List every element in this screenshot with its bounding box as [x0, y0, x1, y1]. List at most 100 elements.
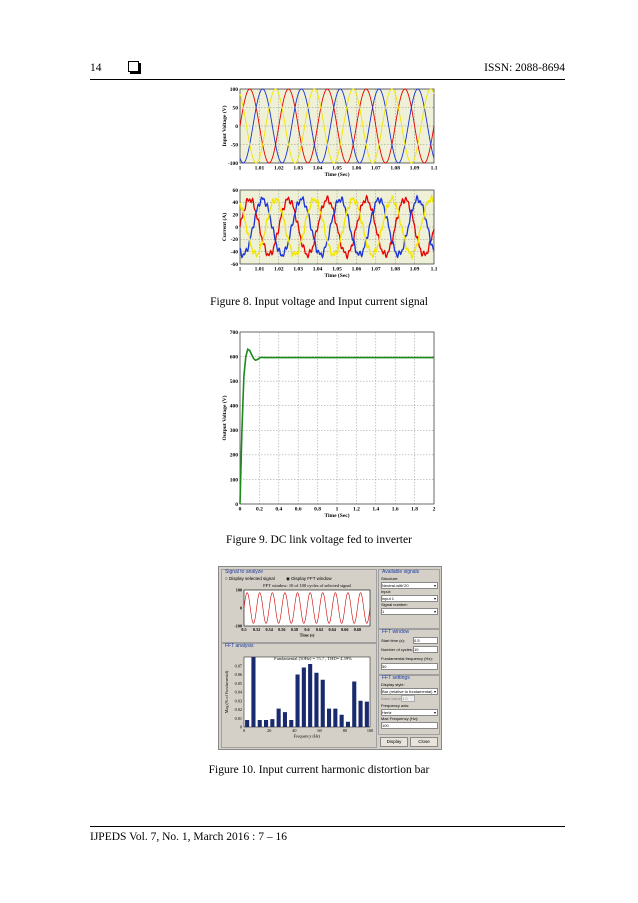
structure-select[interactable]: Neutral-with'20 ▾ [381, 582, 438, 589]
series-line-0 [239, 347, 434, 505]
y-tick-label: 0 [240, 725, 242, 730]
fft-settings-panel: FFT settings Display style: Bar (relativ… [378, 675, 440, 735]
harmonic-bar [308, 664, 313, 727]
x-tick-label: 1.04 [313, 166, 323, 172]
y-axis-label: Mag (% of Fundamental) [224, 670, 229, 713]
harmonic-bar [301, 667, 306, 727]
dc-link-voltage-chart: 0 0.2 0.4 0.6 0.8 1 1.2 1.4 1.6 1.8 2 700 600 500 400 3… [221, 330, 436, 519]
y-tick-label: 100 [230, 87, 239, 93]
radio-display-fft[interactable]: ◉ Display FFT window [286, 576, 332, 581]
x-tick-label: 1.6 [392, 507, 399, 513]
y-tick-label: 0 [240, 605, 242, 610]
figure-9-caption: Figure 9. DC link voltage fed to inverte… [226, 534, 412, 546]
freq-axis-label: Frequency axis: [381, 703, 410, 708]
cycles-input[interactable]: 10 [413, 646, 438, 653]
close-button[interactable]: Close [410, 737, 438, 747]
cycles-label: Number of cycles: [381, 647, 414, 652]
footer-journal: IJPEDS Vol. 7, No. 1, March 2016 : 7 – 1… [90, 831, 287, 843]
y-tick-label: 700 [230, 330, 239, 336]
y-tick-label: 50 [233, 105, 239, 111]
available-signals-panel: Available signals Structure: Neutral-wit… [378, 569, 440, 629]
fund-freq-label: Fundamental frequency (Hz): [381, 656, 433, 661]
y-tick-label: 0.05 [235, 681, 242, 686]
x-tick-label: 0.66 [341, 627, 348, 632]
x-tick-label: 1.01 [255, 166, 265, 172]
x-tick-label: 1.4 [372, 507, 379, 513]
harmonic-bar [352, 681, 357, 727]
signal-number-select[interactable]: 1 ▾ [381, 608, 438, 615]
x-tick-label: 0.56 [278, 627, 285, 632]
x-tick-label: 1.08 [390, 166, 400, 172]
x-tick-label: 1 [239, 267, 242, 273]
y-tick-label: 20 [233, 213, 239, 219]
fft-analysis-panel: FFT analysis Fundamental (50Hz) = 75.7 ,… [221, 643, 377, 748]
checkbox-icon [128, 61, 139, 72]
y-tick-label: 300 [230, 428, 239, 434]
x-tick-label: 1.04 [313, 267, 323, 273]
fft-window-signal-chart: 0.5 0.52 0.54 0.56 0.58 0.6 0.62 0.64 0.66 0.68 10… [234, 583, 371, 637]
y-axis-label: Input Voltage (V) [221, 105, 228, 146]
max-freq-input[interactable]: 100 [381, 722, 438, 729]
x-tick-label: 1.05 [332, 166, 342, 172]
series-line-0 [239, 194, 435, 260]
x-tick-label: 0.2 [256, 507, 263, 513]
x-axis-label: Time (s) [300, 632, 315, 637]
radio-display-selected[interactable]: ○ Display selected signal [225, 576, 275, 581]
y-tick-label: 400 [230, 404, 239, 410]
plot-area [239, 331, 435, 505]
display-style-select[interactable]: Bar (relative to fundamental) ▾ [381, 688, 438, 695]
y-tick-label: 0 [235, 124, 238, 130]
x-tick-label: 20 [267, 728, 271, 733]
fft-settings-title: FFT settings [382, 675, 410, 681]
series-line-0 [239, 88, 435, 164]
y-tick-label: -60 [231, 262, 239, 268]
y-tick-label: 0.07 [235, 663, 242, 668]
display-button[interactable]: Display [380, 737, 408, 747]
x-tick-label: 1 [239, 166, 242, 172]
harmonic-bar [320, 679, 325, 727]
x-tick-label: 1.02 [274, 267, 284, 273]
harmonic-bar [276, 708, 281, 727]
x-tick-label: 1.01 [255, 267, 265, 273]
harmonic-bar [270, 719, 275, 727]
x-tick-label: 0 [243, 728, 245, 733]
x-tick-label: 80 [343, 728, 347, 733]
x-tick-label: 1.07 [371, 166, 381, 172]
x-tick-label: 0.68 [354, 627, 361, 632]
series-line-1 [239, 194, 435, 259]
fund-freq-input[interactable]: 50 [381, 663, 438, 670]
harmonic-bar [314, 672, 319, 727]
input-select[interactable]: input 1 ▾ [381, 595, 438, 602]
y-tick-label: 0.02 [235, 707, 242, 712]
figure-8-caption: Figure 8. Input voltage and Input curren… [210, 296, 428, 308]
y-tick-label: 40 [233, 200, 239, 206]
freq-axis-select[interactable]: Hertz ▾ [381, 709, 438, 716]
harmonic-bar [358, 700, 363, 727]
harmonic-bar [364, 701, 369, 727]
y-tick-label: 0 [235, 502, 238, 508]
radio-display-selected-label: Display selected signal [228, 576, 275, 581]
series-line-2 [239, 88, 435, 164]
x-tick-label: 1 [336, 507, 339, 513]
chevron-down-icon: ▾ [433, 583, 436, 588]
footer-rule [90, 826, 565, 827]
x-tick-label: 1.1 [431, 267, 438, 273]
x-tick-label: 0 [239, 507, 242, 513]
y-tick-label: 0 [235, 225, 238, 231]
x-tick-label: 0.4 [275, 507, 282, 513]
x-tick-label: 1.09 [410, 166, 420, 172]
y-tick-label: -100 [234, 623, 242, 628]
start-time-input[interactable]: 0.5 [413, 637, 438, 644]
display-style-value: Bar (relative to fundamental) [382, 689, 433, 694]
input-label: Input: [381, 589, 392, 594]
x-tick-label: 1.02 [274, 166, 284, 172]
y-tick-label: 100 [236, 587, 242, 592]
x-tick-label: 0.6 [295, 507, 302, 513]
x-tick-label: 0.8 [314, 507, 321, 513]
y-tick-label: 0.06 [235, 672, 242, 677]
base-value-input[interactable]: 1.0 [401, 695, 415, 702]
x-tick-label: 100 [367, 728, 373, 733]
harmonic-bar [345, 721, 350, 727]
x-tick-label: 0.54 [266, 627, 274, 632]
chevron-down-icon: ▾ [433, 689, 436, 694]
